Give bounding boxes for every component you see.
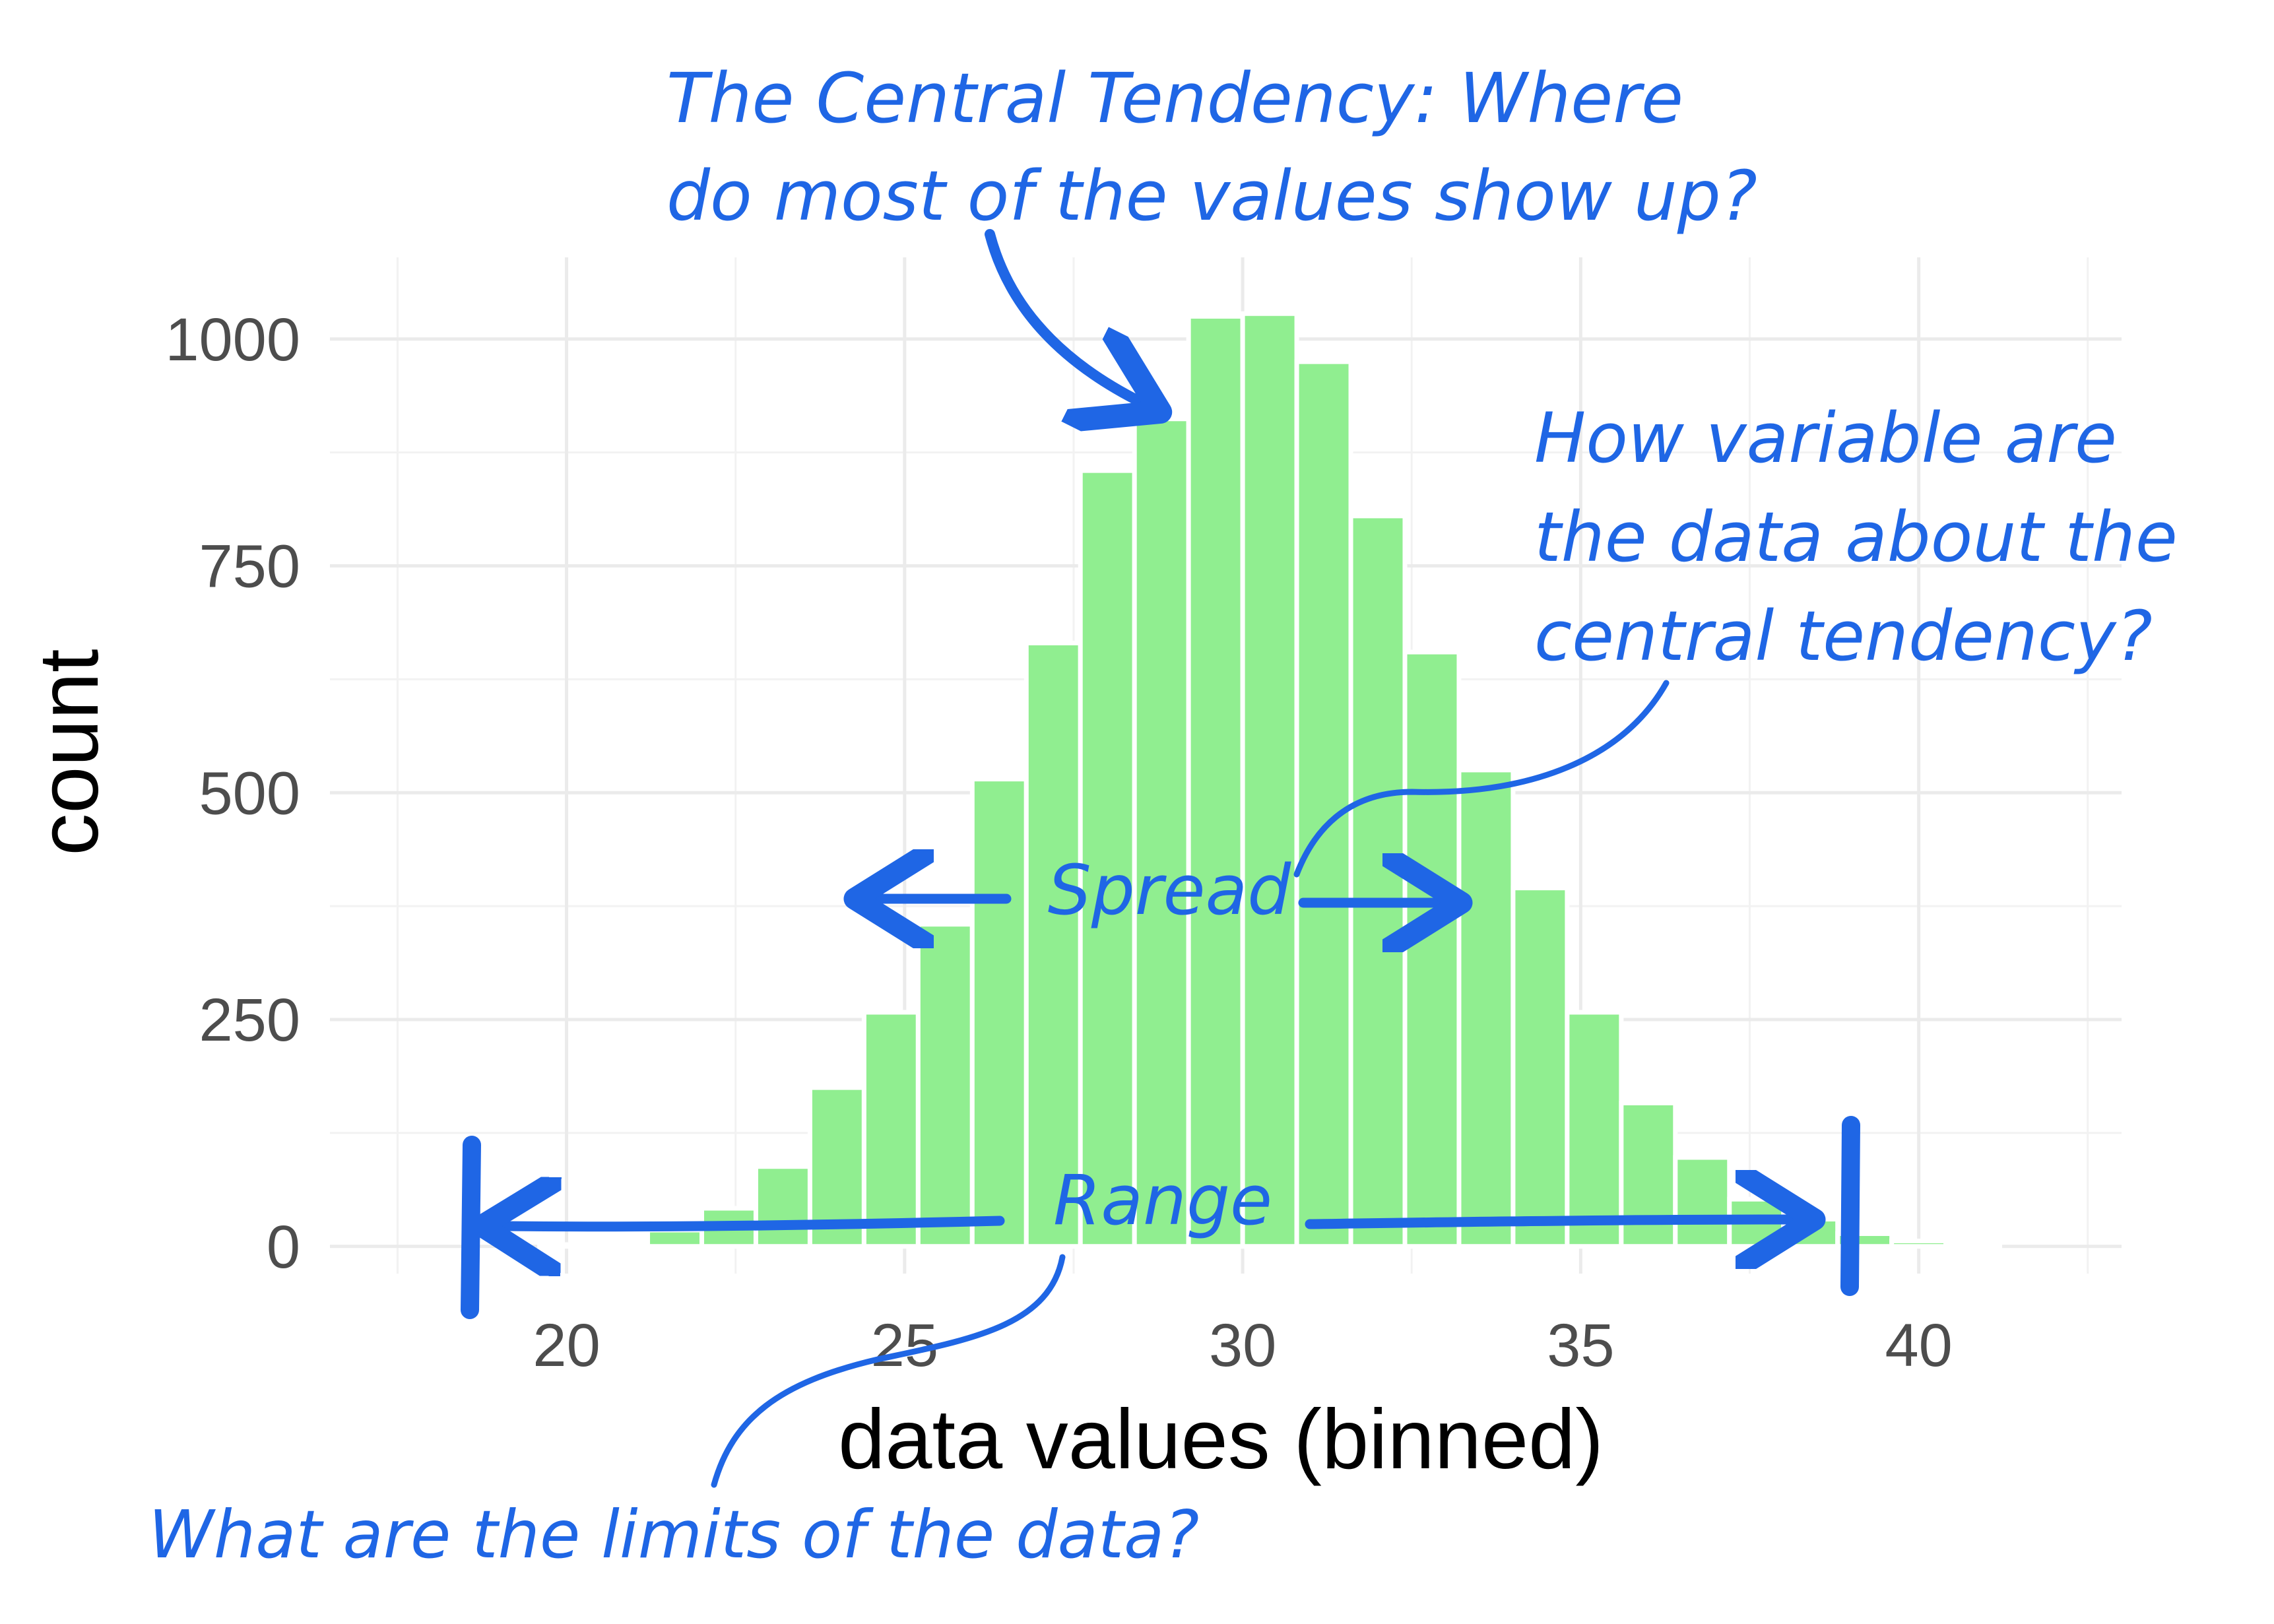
histogram-bar (1565, 1010, 1624, 1249)
histogram-bar (915, 922, 975, 1249)
central-tendency-line-2: do most of the values show up? (666, 156, 1757, 236)
x-tick-label: 35 (1547, 1312, 1614, 1379)
range-min-bar (461, 1136, 481, 1319)
variability-annotation: How variable are the data about the cent… (1534, 398, 2199, 676)
histogram-bar (1132, 416, 1191, 1249)
x-tick-label: 25 (871, 1312, 938, 1379)
limits-leader-line (711, 1254, 1066, 1488)
x-axis-tick-labels: 20 25 30 35 40 (533, 1312, 1952, 1379)
variability-leader-line (1293, 680, 1670, 878)
limits-annotation: What are the limits of the data? (148, 1496, 1199, 1573)
central-tendency-annotation: The Central Tendency: Where do most of t… (666, 58, 1757, 236)
histogram-bar (1402, 649, 1462, 1249)
range-label: Range (1053, 1160, 1272, 1241)
histogram-bar (645, 1227, 704, 1249)
histogram-bar (1943, 1242, 2003, 1249)
y-tick-label: 1000 (165, 306, 300, 374)
y-axis-title: count (22, 649, 116, 855)
x-axis-title: data values (binned) (838, 1392, 1604, 1487)
histogram-bar (753, 1164, 812, 1249)
histogram-bar (1673, 1155, 1732, 1249)
histogram-bar (1456, 767, 1516, 1249)
central-tendency-line-1: The Central Tendency: Where (666, 58, 1683, 139)
histogram-bar (1023, 640, 1083, 1249)
histogram-bar (1240, 311, 1299, 1249)
range-arrow-left (502, 1221, 1005, 1227)
spread-label: Spread (1048, 850, 1292, 930)
y-tick-label: 0 (267, 1214, 300, 1281)
y-axis-tick-labels: 0 250 500 750 1000 (165, 306, 300, 1281)
variability-line-1: How variable are (1534, 398, 2117, 478)
histogram-bar (591, 1240, 651, 1249)
histogram-bar (861, 1010, 921, 1249)
histogram-bar (1186, 313, 1245, 1249)
histogram-bar (1889, 1239, 1949, 1249)
range-arrow-right (1305, 1219, 1795, 1224)
histogram-bar (969, 777, 1029, 1249)
variability-line-2: the data about the (1534, 497, 2178, 577)
y-tick-label: 500 (199, 760, 301, 827)
variability-line-3: central tendency? (1534, 596, 2153, 676)
histogram-bar (1348, 513, 1408, 1249)
histogram-bar (537, 1242, 597, 1249)
y-tick-label: 750 (199, 533, 301, 601)
x-tick-label: 40 (1885, 1312, 1952, 1379)
x-tick-label: 20 (533, 1312, 600, 1379)
histogram-bar (1078, 468, 1137, 1249)
histogram-bar (1294, 359, 1353, 1249)
x-tick-label: 30 (1209, 1312, 1276, 1379)
histogram-bar (1511, 886, 1570, 1249)
y-tick-label: 250 (199, 987, 301, 1054)
central-tendency-arrow (985, 229, 1142, 403)
range-max-bar (1840, 1116, 1860, 1296)
